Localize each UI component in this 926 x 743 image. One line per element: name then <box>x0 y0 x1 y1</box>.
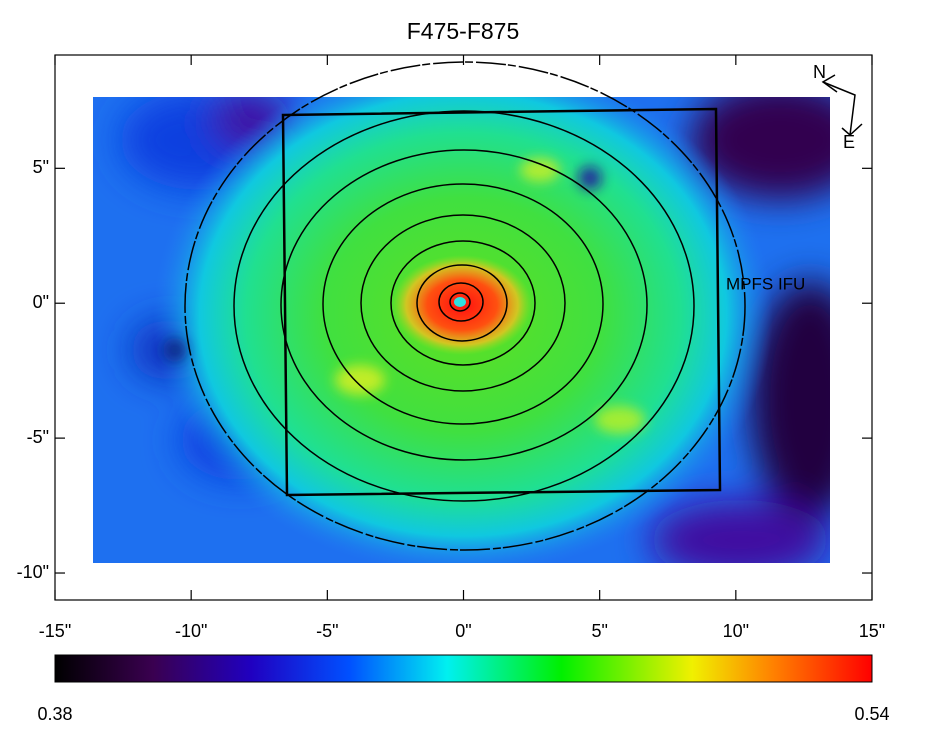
x-tick-label: 15" <box>859 621 885 641</box>
east-label: E <box>843 132 855 152</box>
compass <box>821 74 863 137</box>
x-tick-label: -5" <box>316 621 338 641</box>
chart-title: F475-F875 <box>407 18 520 44</box>
y-tick-label: -5" <box>27 427 49 447</box>
x-tick-label: 5" <box>591 621 607 641</box>
colorbar-min: 0.38 <box>37 704 72 724</box>
north-label: N <box>813 62 826 82</box>
y-tick-label: -10" <box>17 562 49 582</box>
contours <box>184 61 746 551</box>
x-tick-label: -15" <box>39 621 71 641</box>
y-tick-label: 5" <box>33 157 49 177</box>
ifu-label: MPFS IFU <box>726 274 805 293</box>
colorbar <box>54 654 873 683</box>
ifu-field <box>281 107 722 497</box>
color-image <box>93 97 830 563</box>
colorbar-max: 0.54 <box>854 704 889 724</box>
x-tick-label: 10" <box>723 621 749 641</box>
x-tick-label: -10" <box>175 621 207 641</box>
x-tick-label: 0" <box>455 621 471 641</box>
y-tick-label: 0" <box>33 292 49 312</box>
